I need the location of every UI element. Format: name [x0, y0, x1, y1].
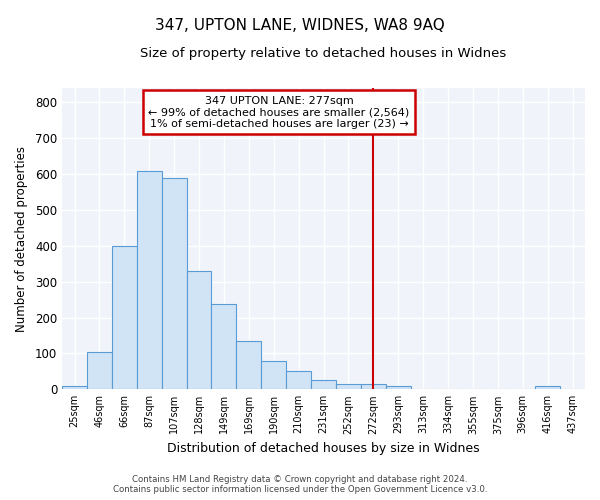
Bar: [187, 271, 211, 390]
Bar: [112, 246, 137, 390]
Bar: [336, 384, 361, 390]
Bar: [361, 384, 386, 390]
Bar: [286, 372, 311, 390]
Text: 347 UPTON LANE: 277sqm
← 99% of detached houses are smaller (2,564)
1% of semi-d: 347 UPTON LANE: 277sqm ← 99% of detached…: [148, 96, 410, 129]
Bar: [236, 341, 261, 390]
Bar: [211, 304, 236, 390]
Bar: [137, 170, 161, 390]
Bar: [261, 362, 286, 390]
Bar: [386, 386, 410, 390]
Y-axis label: Number of detached properties: Number of detached properties: [15, 146, 28, 332]
Bar: [87, 352, 112, 390]
Bar: [311, 380, 336, 390]
Bar: [161, 178, 187, 390]
Bar: [535, 386, 560, 390]
Text: Contains HM Land Registry data © Crown copyright and database right 2024.
Contai: Contains HM Land Registry data © Crown c…: [113, 474, 487, 494]
Bar: [62, 386, 87, 390]
Text: 347, UPTON LANE, WIDNES, WA8 9AQ: 347, UPTON LANE, WIDNES, WA8 9AQ: [155, 18, 445, 32]
Title: Size of property relative to detached houses in Widnes: Size of property relative to detached ho…: [140, 48, 506, 60]
X-axis label: Distribution of detached houses by size in Widnes: Distribution of detached houses by size …: [167, 442, 480, 455]
